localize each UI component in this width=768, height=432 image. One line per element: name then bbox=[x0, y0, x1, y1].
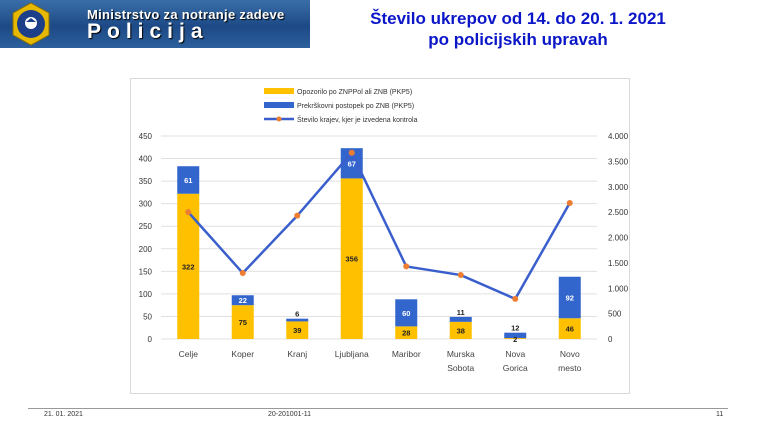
right-axis-tick-label: 2.000 bbox=[608, 234, 629, 243]
data-label-procedure: 6 bbox=[295, 310, 299, 319]
bar-procedure bbox=[449, 316, 472, 322]
right-axis-tick-label: 1.500 bbox=[608, 259, 629, 268]
legend-swatch-procedure bbox=[264, 102, 294, 108]
police-badge-logo bbox=[12, 2, 50, 46]
data-label-procedure: 11 bbox=[457, 308, 465, 317]
title-line-1: Število ukrepov od 14. do 20. 1. 2021 bbox=[370, 9, 666, 28]
slide-title: Število ukrepov od 14. do 20. 1. 2021 po… bbox=[318, 8, 718, 50]
left-axis-tick-label: 250 bbox=[139, 222, 153, 231]
bar-warning bbox=[231, 305, 254, 339]
data-label-warning: 46 bbox=[566, 325, 574, 334]
legend-label-warning: Opozorilo po ZNPPol ali ZNB (PKP5) bbox=[297, 89, 412, 96]
category-label: Celje bbox=[179, 349, 199, 359]
line-point bbox=[239, 270, 246, 277]
line-series bbox=[187, 150, 571, 301]
data-label-warning: 38 bbox=[457, 326, 465, 335]
bar-warning bbox=[558, 318, 581, 339]
category-label: Kranj bbox=[287, 349, 307, 359]
left-axis-tick-label: 450 bbox=[139, 132, 153, 141]
right-axis-tick-label: 2.500 bbox=[608, 208, 629, 217]
line-point bbox=[294, 212, 301, 219]
left-axis-tick-label: 0 bbox=[148, 335, 153, 344]
left-axis-tick-label: 350 bbox=[139, 177, 153, 186]
data-label-procedure: 61 bbox=[184, 176, 192, 185]
line-point bbox=[348, 149, 355, 156]
line-point bbox=[457, 272, 464, 279]
category-label: mesto bbox=[558, 363, 581, 373]
data-label-procedure: 67 bbox=[348, 159, 356, 168]
legend-label-line: Število krajev, kjer je izvedena kontrol… bbox=[297, 115, 418, 124]
ministry-name: Ministrstvo za notranje zadeve bbox=[87, 7, 285, 22]
category-label: Novo bbox=[560, 349, 580, 359]
left-axis-tick-label: 300 bbox=[139, 200, 153, 209]
bar-procedure bbox=[286, 318, 309, 322]
line-point bbox=[185, 209, 192, 216]
data-label-warning: 356 bbox=[345, 255, 358, 264]
data-label-procedure: 22 bbox=[239, 296, 247, 305]
right-axis-tick-label: 3.000 bbox=[608, 183, 629, 192]
footer-page-number: 11 bbox=[716, 411, 724, 418]
footer-code: 20-201001-11 bbox=[268, 411, 312, 418]
chart-container: Opozorilo po ZNPPol ali ZNB (PKP5) Prekr… bbox=[130, 78, 630, 394]
left-axis-tick-label: 100 bbox=[139, 290, 153, 299]
right-axis-tick-label: 3.500 bbox=[608, 157, 629, 166]
title-line-2: po policijskih upravah bbox=[428, 30, 608, 49]
chart: Opozorilo po ZNPPol ali ZNB (PKP5) Prekr… bbox=[139, 88, 629, 373]
data-label-warning: 2 bbox=[513, 335, 517, 344]
category-label: Sobota bbox=[447, 363, 474, 373]
bar-warning bbox=[340, 178, 363, 339]
left-axis-tick-label: 200 bbox=[139, 245, 153, 254]
legend-swatch-warning bbox=[264, 88, 294, 94]
bar-procedure bbox=[558, 276, 581, 319]
right-axis-tick-label: 4.000 bbox=[608, 132, 629, 141]
data-label-procedure: 12 bbox=[511, 324, 519, 333]
bar-procedure bbox=[177, 166, 200, 194]
bar-procedure bbox=[504, 332, 527, 339]
footer-divider bbox=[28, 408, 728, 409]
bar-warning bbox=[177, 193, 200, 339]
line-point bbox=[403, 263, 410, 270]
legend: Opozorilo po ZNPPol ali ZNB (PKP5) Prekr… bbox=[264, 88, 418, 124]
data-label-procedure: 92 bbox=[566, 293, 574, 302]
bar-warning bbox=[504, 338, 527, 339]
bar-procedure bbox=[395, 299, 418, 327]
data-label-warning: 28 bbox=[402, 329, 410, 338]
brand-name: Policija bbox=[87, 20, 209, 43]
header-banner: Ministrstvo za notranje zadeve Policija bbox=[0, 0, 310, 48]
category-label: Koper bbox=[231, 349, 254, 359]
right-axis-tick-label: 0 bbox=[608, 335, 613, 344]
category-label: Maribor bbox=[392, 349, 421, 359]
footer-date: 21. 01. 2021 bbox=[44, 411, 83, 418]
line-point bbox=[566, 199, 573, 206]
data-label-procedure: 60 bbox=[402, 309, 410, 318]
right-axis-tick-label: 1.000 bbox=[608, 284, 629, 293]
bar-warning bbox=[449, 321, 472, 339]
left-axis-tick-label: 150 bbox=[139, 267, 153, 276]
left-axis-tick-label: 50 bbox=[143, 312, 152, 321]
data-label-warning: 322 bbox=[182, 262, 195, 271]
category-label: Nova bbox=[505, 349, 525, 359]
data-label-warning: 39 bbox=[293, 326, 301, 335]
bar-procedure bbox=[231, 295, 254, 306]
legend-swatch-marker bbox=[276, 116, 282, 122]
left-axis-tick-label: 400 bbox=[139, 155, 153, 164]
bar-procedure bbox=[340, 148, 363, 179]
category-label: Gorica bbox=[503, 363, 528, 373]
category-label: Ljubljana bbox=[335, 349, 369, 359]
bar-warning bbox=[286, 321, 309, 339]
data-label-warning: 75 bbox=[239, 318, 247, 327]
legend-label-procedure: Prekrškovni postopek po ZNB (PKP5) bbox=[297, 103, 414, 110]
bar-warning bbox=[395, 326, 418, 339]
line-point bbox=[512, 295, 519, 302]
category-label: Murska bbox=[447, 349, 475, 359]
right-axis-tick-label: 500 bbox=[608, 310, 622, 319]
